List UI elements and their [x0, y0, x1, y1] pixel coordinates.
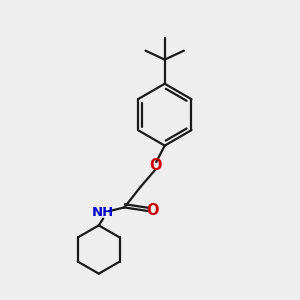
Text: O: O: [146, 203, 159, 218]
Text: O: O: [150, 158, 162, 173]
Text: NH: NH: [92, 206, 114, 219]
